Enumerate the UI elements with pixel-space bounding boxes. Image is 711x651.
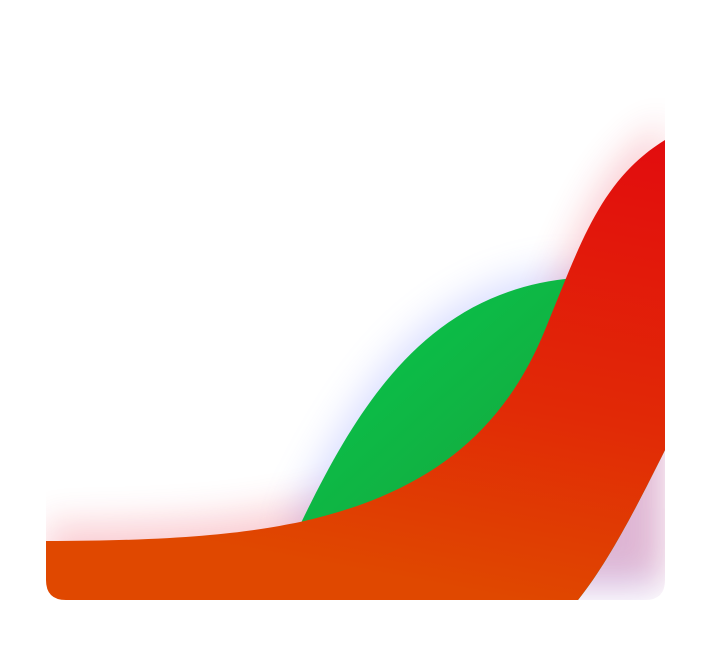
red-wave (46, 140, 665, 600)
card (46, 122, 665, 600)
